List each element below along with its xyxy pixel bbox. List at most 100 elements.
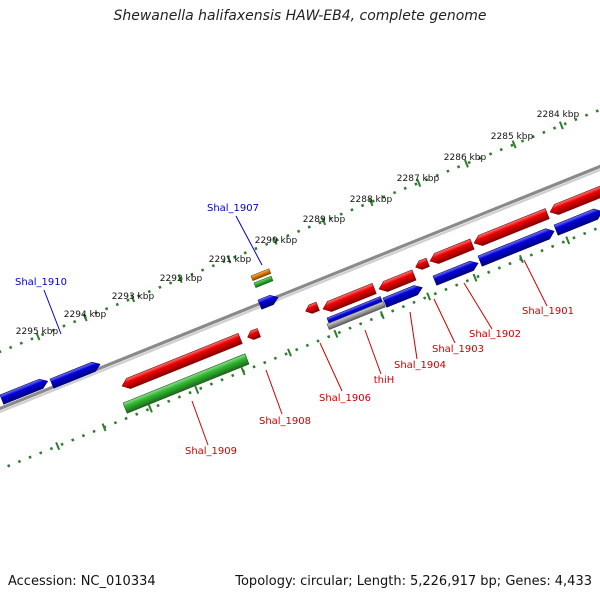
scale-tick-major xyxy=(518,254,524,264)
gene-shal-1901-red-shape xyxy=(549,185,600,215)
scale-dotted-line xyxy=(0,225,600,471)
scale-dotted-line xyxy=(0,108,600,354)
scale-tick-label: 2290 kbp xyxy=(255,236,298,246)
genes-value: 4,433 xyxy=(554,574,592,589)
scale-tick-major xyxy=(464,159,469,168)
scale-tick-label: 2288 kbp xyxy=(350,195,393,205)
gene-label: Shal_1909 xyxy=(185,446,237,457)
scale-tick-major xyxy=(55,441,61,451)
scale-tick-label: 2291 kbp xyxy=(209,255,252,265)
tick-layer: 2284 kbp 2285 kbp 2286 kbp 2287 kbp 2288 kbp… xyxy=(0,108,600,471)
gene-shal-1903-shape xyxy=(432,260,479,286)
gene-callout-line xyxy=(319,342,343,392)
gene-shal-1907-orange-shape xyxy=(250,268,272,282)
gene-shal-1909-red xyxy=(121,332,243,389)
scale-tick-major xyxy=(426,292,432,301)
map-title: Shewanella halifaxensis HAW-EB4, complet… xyxy=(113,8,487,24)
scale-tick-major xyxy=(333,329,339,338)
scale-tick-label: 2289 kbp xyxy=(303,215,346,225)
scale-tick-label: 2295 kbp xyxy=(16,327,59,337)
scale-tick-major xyxy=(472,273,478,282)
gene-shal-1906-shape xyxy=(322,282,377,312)
gene-callout-line xyxy=(265,369,283,415)
genome-backbone xyxy=(0,168,600,414)
gene-shal-1909-red-shape xyxy=(121,332,243,389)
gene-shal-1904-red xyxy=(415,257,430,270)
gene-shal-1904-red-shape xyxy=(415,257,430,270)
scale-tick-major xyxy=(35,332,41,341)
gene-thih-gray-shape xyxy=(326,300,386,330)
gene-shal-1907 xyxy=(257,294,279,310)
gene-shal-1903-red xyxy=(429,238,475,264)
gene-label: Shal_1907 xyxy=(207,203,259,214)
gene-label: Shal_1904 xyxy=(394,360,446,371)
accession-label: Accession: xyxy=(8,574,77,589)
scale-tick-label: 2287 kbp xyxy=(397,174,440,184)
gene-callout-line xyxy=(191,400,209,446)
scale-tick-major xyxy=(379,311,385,320)
gene-shal-1903 xyxy=(432,260,479,286)
gene-thih-gray xyxy=(326,300,386,330)
scale-tick-major xyxy=(177,274,183,284)
gene-label: Shal_1908 xyxy=(259,416,311,427)
label-layer: Shal_1901 Shal_1902 Shal_1903 Shal_1904 thiH… xyxy=(15,203,574,457)
gene-shal-1911 xyxy=(0,378,49,405)
gene-shal-1909-green-shape xyxy=(122,353,250,414)
gene-callout-line xyxy=(364,329,382,375)
gene-callout-line xyxy=(463,282,493,330)
genes-label: Genes: xyxy=(505,574,551,589)
accession-value: NC_010334 xyxy=(80,574,156,589)
gene-shal-1906 xyxy=(322,282,377,312)
scale-tick-major xyxy=(272,236,278,245)
gene-shal-1902 xyxy=(477,228,555,267)
gene-shal-1902-red xyxy=(473,208,550,246)
gene-shal-1910 xyxy=(49,361,101,389)
gene-label: Shal_1906 xyxy=(319,393,371,404)
gene-thih-red-shape xyxy=(378,269,417,292)
scale-tick-major xyxy=(240,367,246,376)
scale-tick-major xyxy=(226,255,232,264)
scale-tick-label: 2292 kbp xyxy=(160,274,203,284)
gene-shal-1906-small-shape xyxy=(305,301,320,314)
gene-shal-1901-red xyxy=(549,185,600,215)
gene-shal-1908 xyxy=(247,328,261,340)
gene-label: Shal_1901 xyxy=(522,306,574,317)
gene-label: Shal_1910 xyxy=(15,277,67,288)
gene-shal-1907-green xyxy=(253,275,274,289)
topology-value: circular xyxy=(300,574,349,589)
scale-tick-label: 2285 kbp xyxy=(491,132,534,142)
scale-tick-major xyxy=(558,121,564,130)
gene-shal-1909-green xyxy=(122,353,250,414)
gene-layer xyxy=(0,185,600,414)
backbone-layer xyxy=(0,164,600,414)
gene-label: Shal_1903 xyxy=(432,344,484,355)
length-label: Length: xyxy=(356,574,406,589)
gene-thih-red xyxy=(378,269,417,292)
gene-shal-1907-green-shape xyxy=(253,275,274,289)
gene-label: thiH xyxy=(374,375,395,386)
scale-tick-label: 2294 kbp xyxy=(64,310,107,320)
gene-shal-1907-orange xyxy=(250,268,272,282)
scale-tick-major xyxy=(565,236,571,245)
gene-shal-1902-shape xyxy=(477,228,555,267)
scale-tick-major xyxy=(101,423,107,432)
scale-tick-label: 2293 kbp xyxy=(112,292,155,302)
topology-label: Topology: xyxy=(235,574,297,589)
scale-tick-major xyxy=(368,198,374,207)
gene-shal-1908-shape xyxy=(247,328,261,340)
scale-tick-major xyxy=(194,385,200,395)
scale-tick-major xyxy=(130,294,136,303)
scale-tick-major xyxy=(511,140,517,149)
gene-callout-line xyxy=(409,311,418,360)
gene-shal-1911-shape xyxy=(0,378,49,405)
scale-tick-major xyxy=(416,178,422,187)
gene-shal-1910-shape xyxy=(49,361,101,389)
gene-label: Shal_1902 xyxy=(469,329,521,340)
gene-shal-1904-shape xyxy=(382,285,423,308)
genome-backbone xyxy=(0,164,600,411)
scale-tick-label: 2284 kbp xyxy=(537,110,580,120)
gene-callout-line xyxy=(523,259,548,307)
gene-shal-1907-shape xyxy=(257,294,279,310)
